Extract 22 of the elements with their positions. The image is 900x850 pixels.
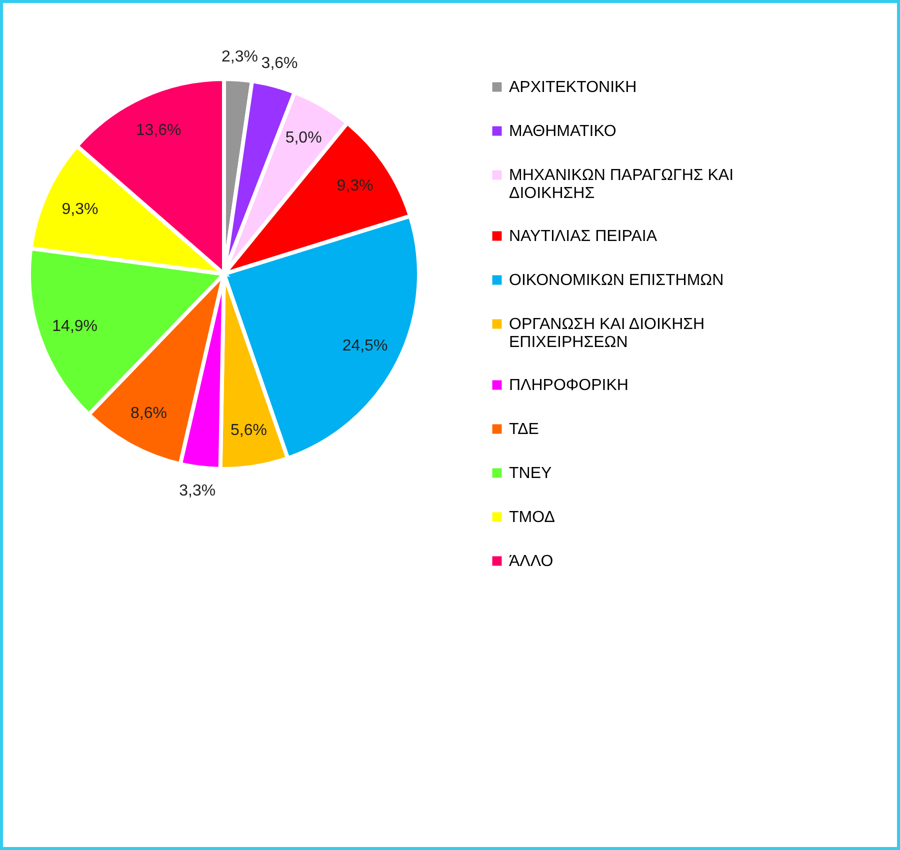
legend-label: ΜΗΧΑΝΙΚΩΝ ΠΑΡΑΓΩΓΗΣ ΚΑΙ ΔΙΟΙΚΗΣΗΣ: [509, 167, 734, 202]
legend-label: ΆΛΛΟ: [509, 553, 554, 570]
legend-label: ΤΜΟΔ: [509, 509, 556, 526]
data-label: 14,9%: [52, 318, 98, 336]
legend-label: ΟΡΓΑΝΩΣΗ ΚΑΙ ΔΙΟΙΚΗΣΗ ΕΠΙΧΕΙΡΗΣΕΩΝ: [509, 316, 705, 351]
legend-label: ΑΡΧΙΤΕΚΤΟΝΙΚΗ: [509, 79, 637, 96]
data-label: 24,5%: [342, 337, 388, 354]
legend-label: ΟΙΚΟΝΟΜΙΚΩΝ ΕΠΙΣΤΗΜΩΝ: [509, 272, 724, 289]
data-label: 13,6%: [136, 122, 182, 140]
data-label: 9,3%: [336, 178, 374, 195]
data-label: 5,0%: [285, 130, 322, 146]
data-label: 3,3%: [179, 482, 216, 500]
legend-label: ΤΔΕ: [509, 421, 539, 438]
legend-label: ΝΑΥΤΙΛΙΑΣ ΠΕΙΡΑΙΑ: [509, 228, 658, 245]
legend-label: ΜΑΘΗΜΑΤΙΚΟ: [509, 123, 616, 140]
data-label: 8,6%: [130, 404, 167, 422]
data-label: 5,6%: [230, 422, 267, 440]
data-label: 9,3%: [62, 200, 98, 218]
legend-label: ΠΛΗΡΟΦΟΡΙΚΗ: [509, 377, 628, 394]
data-label: 3,6%: [261, 55, 298, 72]
legend-label: ΤΝΕΥ: [509, 465, 552, 482]
data-label: 2,3%: [222, 48, 258, 66]
